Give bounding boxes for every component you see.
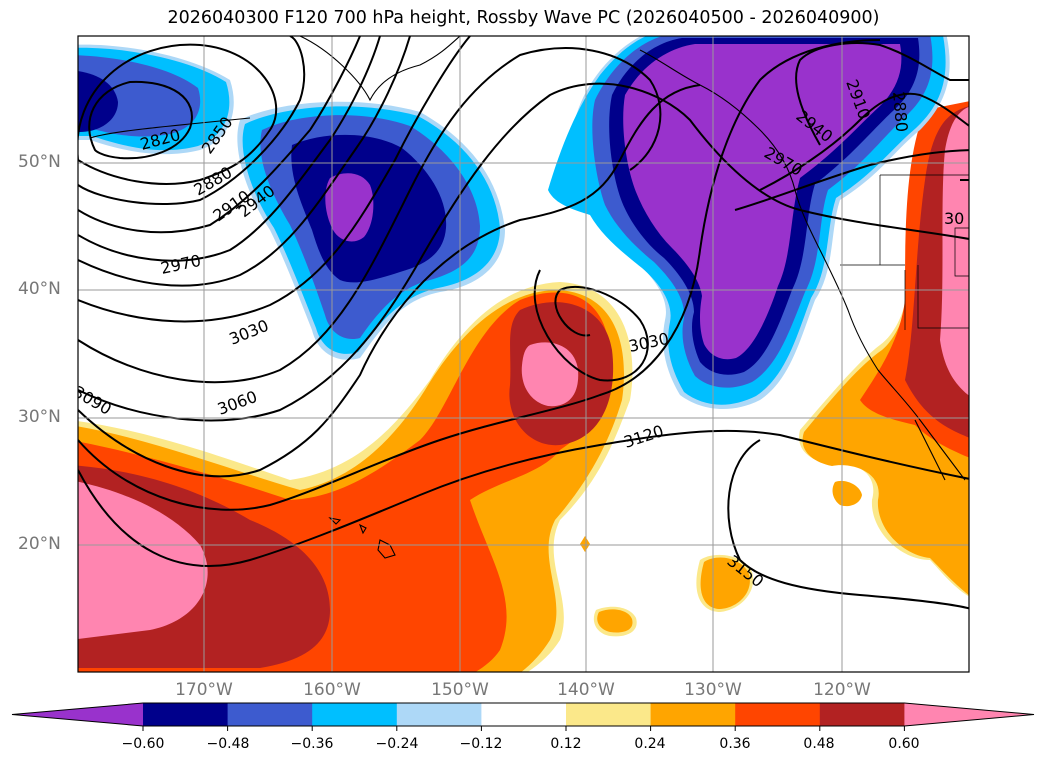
colorbar-tick-label: −0.48: [206, 736, 250, 752]
contour-3150: [727, 439, 969, 610]
lat-label: 20°N: [18, 534, 61, 554]
lon-label: 140°W: [557, 680, 615, 700]
colorbar-tick-label: −0.12: [459, 736, 503, 752]
colorbar-swatch: [819, 703, 905, 726]
colorbar-swatch: [143, 703, 229, 726]
lon-label: 130°W: [684, 680, 742, 700]
colorbar-swatch: [312, 703, 398, 726]
lon-label: 170°W: [175, 680, 233, 700]
colorbar-swatch: [396, 703, 482, 726]
colorbar-tick-label: 0.48: [803, 736, 835, 752]
contour-low-inner: [88, 80, 193, 160]
colorbar-extend-low: [12, 703, 143, 726]
negative-anomaly-central: [78, 44, 505, 360]
colorbar-ticks: [142, 726, 905, 731]
negative-anomaly-northeast: [548, 36, 950, 410]
contour-label: 30: [944, 209, 964, 228]
map-panel: 2820 2850 2880 2910 2940 2970 3030 3060 …: [77, 35, 970, 673]
colorbar-tick-label: −0.36: [290, 736, 334, 752]
colorbar-tick-label: 0.12: [550, 736, 582, 752]
contour-label: 2880: [889, 91, 911, 133]
colorbar-tick-label: −0.60: [121, 736, 165, 752]
colorbar-swatch: [735, 703, 821, 726]
borders: [840, 174, 969, 330]
colorbar-swatch: [227, 703, 313, 726]
lat-label: 30°N: [18, 407, 61, 427]
colorbar-swatches: [11, 702, 1035, 727]
colorbar-outline: [11, 702, 1035, 727]
lon-label: 120°W: [813, 680, 871, 700]
colorbar-tick-label: −0.24: [375, 736, 419, 752]
map-title: 2026040300 F120 700 hPa height, Rossby W…: [167, 8, 880, 28]
lat-label: 40°N: [18, 279, 61, 299]
height-contours: [78, 36, 969, 610]
lon-label: 160°W: [303, 680, 361, 700]
colorbar-extend-high: [904, 703, 1034, 726]
colorbar-tick-label: 0.36: [719, 736, 751, 752]
colorbar-tick-label: 0.24: [634, 736, 666, 752]
positive-anomaly-subtropical: [78, 282, 633, 672]
colorbar-swatch: [481, 703, 567, 726]
contour-2820: [78, 43, 278, 185]
contour-3120: [78, 429, 969, 567]
contour-3060: [78, 82, 969, 422]
colorbar-swatch: [650, 703, 736, 726]
lon-label: 150°W: [431, 680, 489, 700]
colorbar-tick-label: 0.60: [888, 736, 920, 752]
lat-label: 50°N: [18, 152, 61, 172]
coastlines: [89, 36, 966, 559]
colorbar-swatch: [566, 703, 652, 726]
gridlines: [78, 36, 969, 672]
map-frame: [77, 35, 970, 673]
